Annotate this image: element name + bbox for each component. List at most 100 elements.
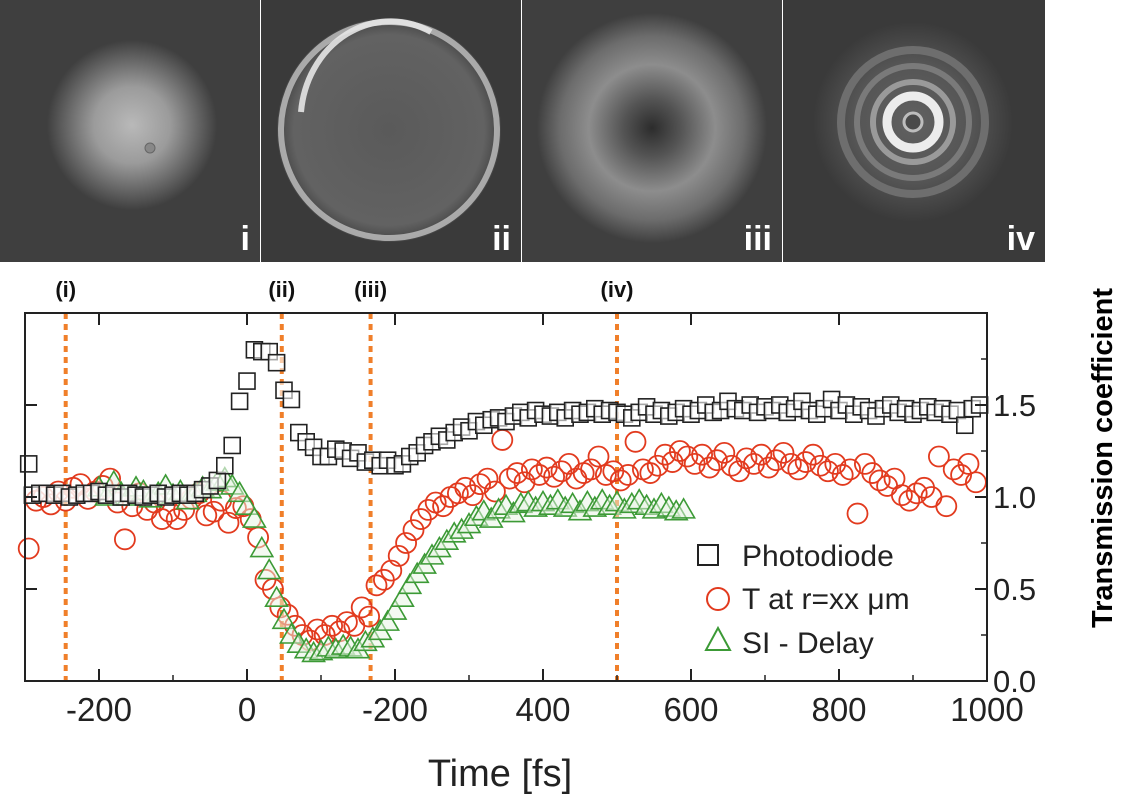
t-at-r-point [765, 449, 787, 472]
t-at-r-point [639, 462, 662, 484]
legend-circle-marker [706, 587, 730, 611]
si-delay-point [390, 585, 415, 608]
si-delay-point [234, 493, 260, 515]
legend: Photodiode T at r=xx μm SI - Delay [697, 540, 910, 660]
y-tick-label: 0.0 [993, 664, 1036, 699]
time-marker-label: (ii) [268, 277, 295, 302]
y-tick-label: 1.5 [993, 388, 1036, 423]
panel-label: iii [743, 220, 772, 258]
time-marker-label: (iv) [601, 277, 634, 302]
x-tick-label: 1000 [950, 691, 1023, 728]
dark-center-ring-pattern [522, 0, 782, 262]
image-panel-iii: iii [522, 0, 782, 262]
t-at-r-point [365, 574, 388, 597]
y-tick-label: 0.5 [993, 572, 1036, 607]
photodiode-point [955, 416, 974, 435]
t-at-r-point [387, 544, 410, 567]
t-at-r-point [691, 443, 713, 466]
t-at-r-point [646, 454, 669, 477]
t-at-r-point [831, 464, 854, 486]
si-delay-point [227, 480, 252, 503]
t-at-r-point [809, 454, 832, 477]
photodiode-point [208, 471, 227, 490]
x-axis-label: Time [fs] [428, 753, 572, 795]
image-panel-iv: iv [783, 0, 1045, 262]
legend-triangle-marker [704, 625, 732, 651]
t-at-r-point [928, 445, 950, 468]
data-series [17, 341, 989, 663]
t-at-r-point [846, 502, 869, 525]
x-tick-label: 800 [811, 691, 866, 728]
t-at-r-point [698, 456, 721, 479]
t-at-r-point [321, 614, 344, 637]
t-at-r-point [898, 489, 921, 512]
t-at-r-point [868, 469, 891, 492]
t-at-r-point [217, 511, 240, 534]
si-delay-point [671, 497, 696, 519]
t-at-r-point [461, 484, 484, 507]
legend-label-photodiode: Photodiode [742, 540, 894, 573]
t-at-r-point [521, 458, 543, 481]
t-at-r-point [661, 451, 684, 473]
si-delay-point [271, 607, 297, 630]
t-at-r-point [498, 467, 521, 490]
t-at-r-point [402, 519, 425, 542]
t-at-r-point [358, 605, 381, 628]
concentric-rings-pattern [783, 0, 1045, 262]
t-at-r-point [587, 445, 610, 468]
image-panel-i: i [0, 0, 260, 262]
diffraction-image-strip: i ii [0, 0, 1045, 262]
t-at-r-point [950, 464, 972, 486]
t-at-r-point [824, 452, 847, 475]
t-at-r-point [114, 528, 136, 551]
t-at-r-point [306, 618, 329, 641]
t-at-r-point [817, 460, 839, 483]
t-at-r-point [780, 452, 802, 475]
si-delay-point [249, 535, 275, 558]
t-at-r-point [720, 454, 743, 477]
x-tick-label: 400 [515, 691, 570, 728]
t-at-r-point [469, 473, 492, 496]
si-delay-point [256, 558, 282, 580]
panel-label: i [240, 220, 250, 258]
y-tick-label: 1.0 [993, 480, 1036, 515]
t-at-r-point [787, 458, 810, 481]
legend-label-t-at-r: T at r=xx μm [742, 583, 910, 616]
t-at-r-point [706, 449, 728, 472]
photodiode-point [19, 455, 38, 473]
t-at-r-point [513, 471, 536, 494]
t-at-r-point [150, 508, 173, 530]
si-delay-point [375, 609, 400, 631]
photodiode-point [267, 353, 286, 372]
photodiode-point [282, 390, 301, 409]
t-at-r-point [483, 480, 506, 503]
legend-square-marker [697, 544, 719, 566]
t-at-r-point [676, 445, 699, 468]
x-tick-label: 600 [663, 691, 718, 728]
t-at-r-point [802, 443, 824, 466]
t-at-r-point [624, 430, 647, 453]
t-at-r-point [728, 460, 750, 483]
photodiode-point [223, 436, 241, 455]
t-at-r-point [446, 482, 469, 505]
t-at-r-point [550, 460, 573, 483]
image-panel-ii: ii [261, 0, 521, 262]
photodiode-point [216, 456, 234, 475]
t-at-r-point [417, 498, 440, 521]
t-at-r-point [735, 447, 758, 470]
t-at-r-point [528, 464, 551, 486]
x-tick-label: 0 [238, 691, 256, 728]
diffuse-spot-pattern [0, 0, 260, 262]
time-marker-label: (iii) [354, 277, 387, 302]
t-at-r-point [669, 440, 691, 462]
t-at-r-point [476, 467, 499, 490]
photodiode-point [948, 401, 967, 420]
t-at-r-point [957, 452, 980, 475]
t-at-r-point [772, 441, 795, 464]
t-at-r-point [580, 458, 602, 481]
t-at-r-point [395, 532, 418, 554]
si-delay-point [264, 585, 289, 608]
panel-label: ii [492, 220, 511, 258]
panel-label: iv [1006, 220, 1035, 258]
